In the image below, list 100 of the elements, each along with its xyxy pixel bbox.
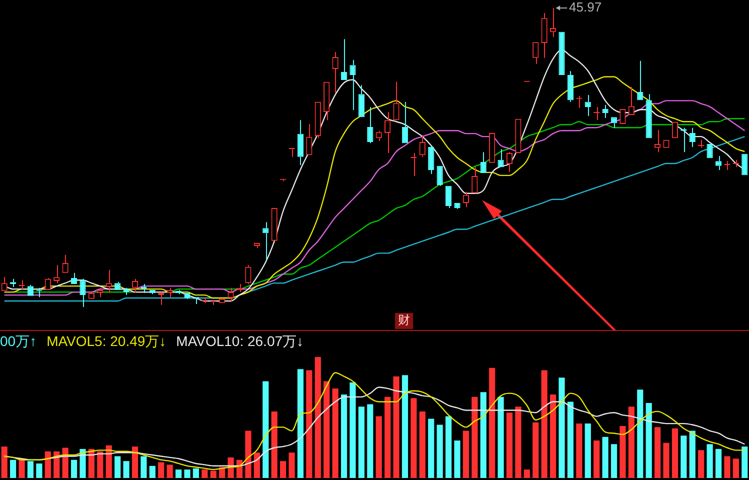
candlestick bbox=[594, 106, 600, 121]
bar bbox=[62, 448, 68, 478]
candlestick bbox=[532, 42, 539, 64]
bar bbox=[576, 424, 582, 478]
bar bbox=[410, 398, 417, 478]
candlestick bbox=[297, 120, 304, 166]
bar bbox=[210, 470, 216, 478]
bar bbox=[558, 378, 565, 478]
candlestick bbox=[324, 82, 330, 121]
bar bbox=[192, 468, 200, 478]
bar bbox=[732, 458, 739, 478]
candlestick bbox=[314, 102, 321, 139]
bar bbox=[498, 396, 504, 478]
candlestick bbox=[419, 134, 426, 158]
bar bbox=[672, 428, 678, 478]
bar bbox=[515, 406, 522, 478]
text: MAVOL10: 26.07万↓ bbox=[176, 333, 304, 349]
candlestick bbox=[332, 51, 338, 94]
bar bbox=[384, 396, 391, 478]
candlestick bbox=[80, 278, 86, 308]
bar bbox=[288, 452, 295, 478]
bar bbox=[680, 436, 687, 478]
bar bbox=[594, 440, 600, 478]
bar bbox=[532, 422, 539, 478]
bar bbox=[140, 456, 147, 478]
bar bbox=[367, 404, 374, 478]
bar bbox=[472, 396, 478, 478]
candlestick bbox=[393, 81, 400, 120]
bar bbox=[610, 444, 618, 478]
bar bbox=[340, 394, 348, 478]
bar bbox=[132, 446, 138, 478]
text: 00万↑ bbox=[0, 333, 37, 349]
bar bbox=[646, 402, 652, 478]
bar bbox=[262, 381, 269, 478]
bar bbox=[88, 448, 94, 478]
candlestick bbox=[202, 296, 208, 304]
bar bbox=[297, 369, 304, 478]
bar bbox=[280, 461, 286, 478]
bar bbox=[541, 370, 548, 478]
bar bbox=[393, 376, 400, 478]
bar bbox=[602, 436, 608, 478]
bar bbox=[332, 388, 338, 478]
bar bbox=[271, 411, 278, 478]
bar bbox=[454, 440, 460, 478]
candlestick bbox=[367, 106, 374, 144]
candlestick bbox=[166, 287, 173, 298]
candlestick bbox=[428, 146, 434, 174]
bar bbox=[698, 450, 704, 478]
bar bbox=[724, 456, 730, 478]
bar bbox=[245, 430, 252, 478]
bar bbox=[637, 390, 644, 478]
candlestick bbox=[106, 269, 112, 294]
bar bbox=[428, 418, 434, 478]
candlestick bbox=[498, 148, 504, 168]
bar bbox=[158, 462, 164, 478]
candlestick bbox=[402, 101, 408, 144]
bar bbox=[620, 426, 626, 478]
candlestick bbox=[384, 112, 391, 154]
candlestick bbox=[245, 264, 252, 284]
bar bbox=[402, 375, 408, 478]
bar bbox=[1, 446, 8, 478]
candlestick bbox=[262, 222, 269, 261]
bar bbox=[376, 416, 382, 478]
bar bbox=[123, 461, 130, 478]
candlestick bbox=[715, 156, 722, 171]
candlestick bbox=[436, 166, 443, 186]
candlestick bbox=[541, 12, 548, 58]
candlestick bbox=[506, 152, 513, 172]
bar bbox=[314, 357, 321, 478]
bar bbox=[358, 406, 364, 478]
bar bbox=[550, 394, 556, 478]
bar bbox=[114, 456, 121, 478]
bar bbox=[18, 460, 25, 478]
bar bbox=[202, 470, 208, 478]
candlestick bbox=[445, 186, 452, 209]
bar bbox=[480, 392, 486, 478]
bar bbox=[715, 448, 722, 478]
bar bbox=[80, 448, 86, 478]
candlestick bbox=[97, 287, 104, 298]
candlestick bbox=[584, 94, 591, 116]
candlestick bbox=[724, 160, 730, 171]
bar bbox=[742, 446, 748, 478]
bar bbox=[10, 460, 16, 478]
bar bbox=[306, 370, 312, 478]
bar bbox=[436, 424, 443, 478]
bar bbox=[166, 464, 173, 478]
candlestick bbox=[472, 166, 478, 194]
candlestick bbox=[602, 104, 608, 119]
bar bbox=[628, 406, 634, 478]
bar bbox=[706, 444, 713, 478]
candlestick bbox=[358, 84, 364, 118]
candlestick bbox=[567, 70, 574, 102]
bar bbox=[663, 442, 670, 478]
candlestick bbox=[254, 243, 260, 249]
annotation: 45.97 bbox=[569, 0, 602, 15]
bar bbox=[506, 412, 513, 478]
candlestick bbox=[44, 277, 51, 290]
bar bbox=[567, 402, 574, 478]
bar bbox=[184, 470, 190, 478]
candlestick bbox=[646, 94, 652, 138]
